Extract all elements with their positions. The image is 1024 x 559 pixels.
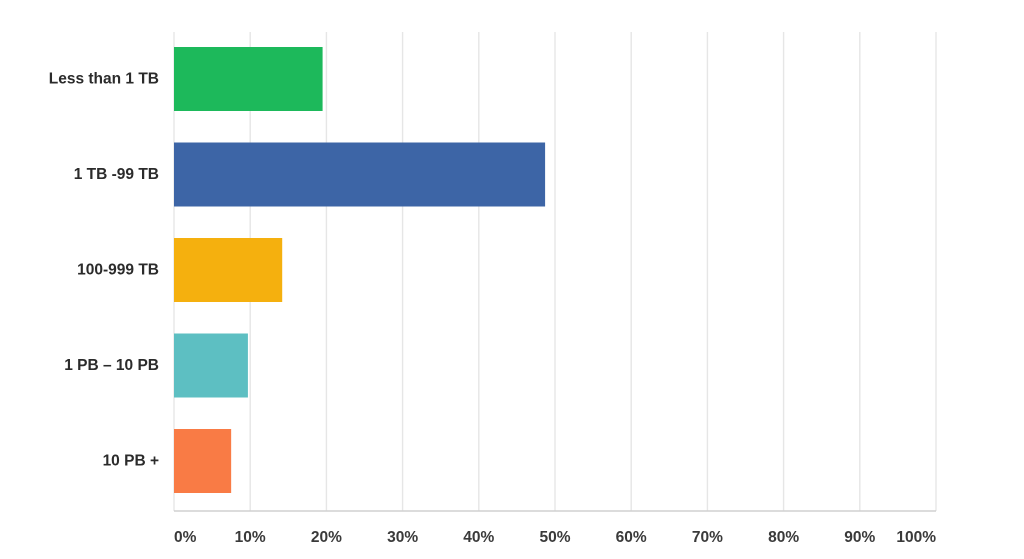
category-label-100-999-tb: 100-999 TB	[77, 262, 159, 279]
x-tick-label-80: 80%	[768, 529, 799, 546]
bar-100-999-tb	[174, 238, 283, 302]
grid-lines	[173, 32, 937, 511]
x-tick-label-70: 70%	[692, 529, 723, 546]
x-tick-label-100: 100%	[896, 529, 936, 546]
x-tick-label-50: 50%	[539, 529, 570, 546]
category-label-less-than-1-tb: Less than 1 TB	[49, 71, 159, 88]
bar-1-pb-10-pb	[174, 333, 248, 398]
category-label-10-pb: 10 PB +	[103, 453, 159, 470]
x-tick-labels: 0% 10% 20% 30% 40% 50% 60% 70% 80% 90% 100%	[174, 529, 936, 546]
x-tick-label-10: 10%	[235, 529, 266, 546]
bar-1-tb-99-tb	[174, 142, 546, 207]
x-tick-label-20: 20%	[311, 529, 342, 546]
category-label-1-pb-10-pb: 1 PB – 10 PB	[64, 357, 159, 374]
x-tick-label-60: 60%	[616, 529, 647, 546]
x-tick-label-30: 30%	[387, 529, 418, 546]
x-tick-label-40: 40%	[463, 529, 494, 546]
bar-10-pb	[174, 429, 232, 493]
category-labels: Less than 1 TB 1 TB -99 TB 100-999 TB 1 PB …	[49, 71, 159, 470]
category-label-1-tb-99-tb: 1 TB -99 TB	[74, 166, 159, 183]
x-tick-label-90: 90%	[844, 529, 875, 546]
x-tick-label-0: 0%	[174, 529, 197, 546]
bars	[174, 47, 546, 493]
bar-less-than-1-tb	[174, 47, 323, 111]
